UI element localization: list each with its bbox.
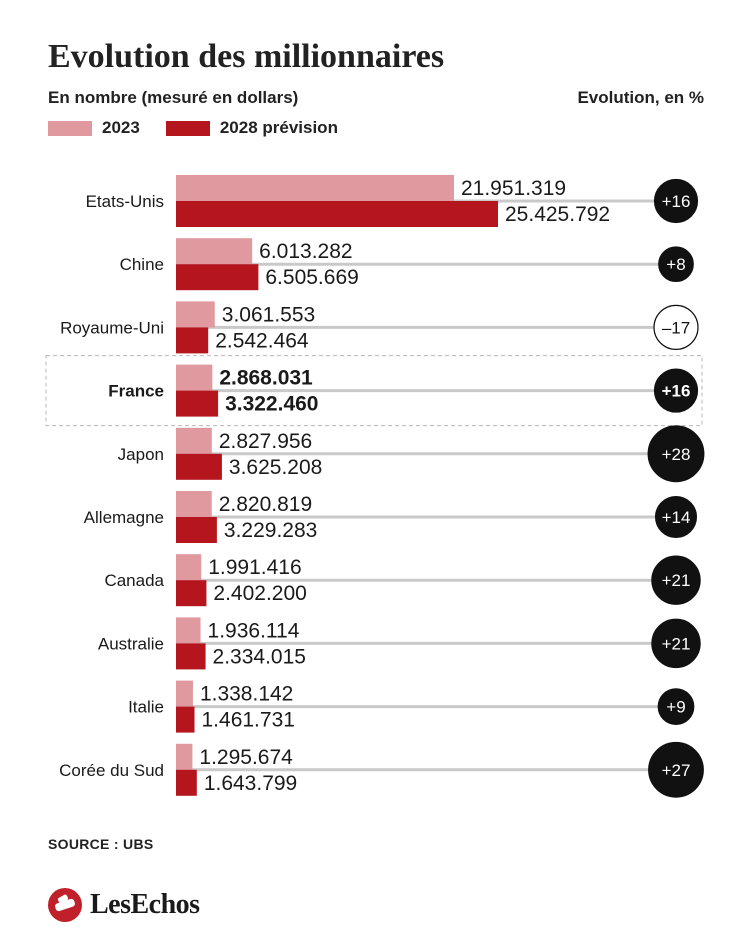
bar-2028 (176, 580, 207, 607)
value-label-2023: 1.991.416 (208, 556, 301, 579)
value-label-2023: 1.338.142 (200, 683, 293, 706)
evolution-value-label: +8 (666, 255, 685, 274)
evolution-circle (653, 368, 699, 413)
source-note: SOURCE : UBS (48, 836, 154, 852)
category-label: France (108, 382, 164, 401)
category-label: Italie (128, 698, 164, 717)
evolution-value-label: +16 (662, 192, 691, 211)
value-label-2028: 2.402.200 (213, 582, 306, 605)
evolution-column-label: Evolution, en % (577, 88, 704, 107)
category-label: Royaume-Uni (60, 318, 164, 337)
evolution-circle (647, 425, 705, 483)
legend: 2023 2028 prévision (48, 118, 364, 138)
evolution-circle (654, 495, 698, 539)
bar-2028 (176, 201, 498, 227)
les-echos-logo-icon (48, 888, 82, 922)
category-label: Australie (98, 634, 164, 653)
evolution-circle (648, 741, 704, 798)
bar-2023 (176, 238, 253, 265)
bar-2028 (176, 769, 197, 796)
bar-2023 (176, 175, 454, 201)
category-label: Allemagne (84, 508, 164, 527)
value-label-2028: 25.425.792 (505, 203, 610, 226)
logo-text: LesEchos (90, 889, 200, 920)
bar-2023 (176, 554, 202, 581)
legend-item-2028: 2028 prévision (165, 118, 338, 138)
legend-swatch-2028 (165, 120, 210, 136)
value-label-2023: 2.827.956 (219, 430, 312, 453)
legend-item-2023: 2023 (48, 118, 140, 138)
value-label-2028: 3.229.283 (224, 519, 317, 542)
bar-2028 (176, 643, 206, 670)
value-label-2028: 1.643.799 (204, 772, 297, 795)
value-label-2028: 3.322.460 (225, 393, 318, 416)
value-label-2023: 2.868.031 (219, 367, 313, 390)
category-label: Japon (118, 445, 164, 464)
highlight-box (45, 355, 703, 427)
value-label-2028: 2.334.015 (213, 645, 306, 668)
bar-2028 (176, 453, 222, 480)
evolution-circle (653, 178, 699, 224)
bar-chart: Etats-Unis 21.951.319 25.425.792 +16 Chine 6.… (45, 175, 705, 798)
value-label-2028: 3.625.208 (229, 456, 322, 479)
category-label: Etats-Unis (86, 192, 164, 211)
evolution-value-label: +9 (666, 698, 685, 717)
evolution-value-label: +28 (662, 445, 691, 464)
legend-swatch-2023 (48, 120, 92, 136)
evolution-value-label: +16 (662, 382, 691, 401)
evolution-value-label: –17 (662, 318, 690, 337)
bar-2023 (176, 617, 201, 644)
bar-2023 (176, 364, 213, 391)
evolution-circle (653, 304, 699, 351)
value-label-2023: 21.951.319 (461, 177, 566, 200)
bar-2023 (176, 743, 193, 770)
bar-2023 (176, 301, 215, 328)
evolution-value-label: +21 (662, 634, 691, 653)
evolution-value-label: +14 (662, 508, 691, 527)
evolution-circle (651, 555, 701, 605)
category-label: Corée du Sud (59, 761, 164, 780)
value-label-2023: 2.820.819 (219, 493, 312, 516)
value-label-2023: 1.295.674 (199, 746, 293, 769)
chart-title: Evolution des millionnaires (48, 38, 445, 75)
evolution-value-label: +21 (662, 571, 691, 590)
evolution-circle (651, 618, 701, 669)
value-label-2028: 1.461.731 (202, 709, 295, 732)
bar-2028 (176, 706, 195, 733)
evolution-circle (657, 688, 695, 725)
category-label: Chine (120, 255, 164, 274)
bar-2023 (176, 491, 212, 517)
chart-subtitle: En nombre (mesuré en dollars) (48, 88, 299, 107)
bar-2028 (176, 390, 219, 417)
value-label-2028: 6.505.669 (265, 266, 358, 289)
evolution-value-label: +27 (662, 761, 691, 780)
value-label-2023: 1.936.114 (208, 619, 300, 642)
value-label-2023: 3.061.553 (222, 303, 315, 326)
evolution-circle (658, 246, 694, 283)
value-label-2023: 6.013.282 (259, 240, 352, 263)
bar-2023 (176, 427, 212, 454)
category-label: Canada (104, 571, 164, 590)
value-label-2028: 2.542.464 (215, 329, 309, 352)
bar-2028 (176, 327, 209, 354)
bar-2023 (176, 680, 193, 707)
legend-label-2023: 2023 (102, 118, 140, 137)
publisher-logo: LesEchos (48, 888, 200, 922)
legend-label-2028: 2028 prévision (219, 118, 338, 137)
bar-2028 (176, 264, 259, 291)
bar-2028 (176, 517, 217, 543)
